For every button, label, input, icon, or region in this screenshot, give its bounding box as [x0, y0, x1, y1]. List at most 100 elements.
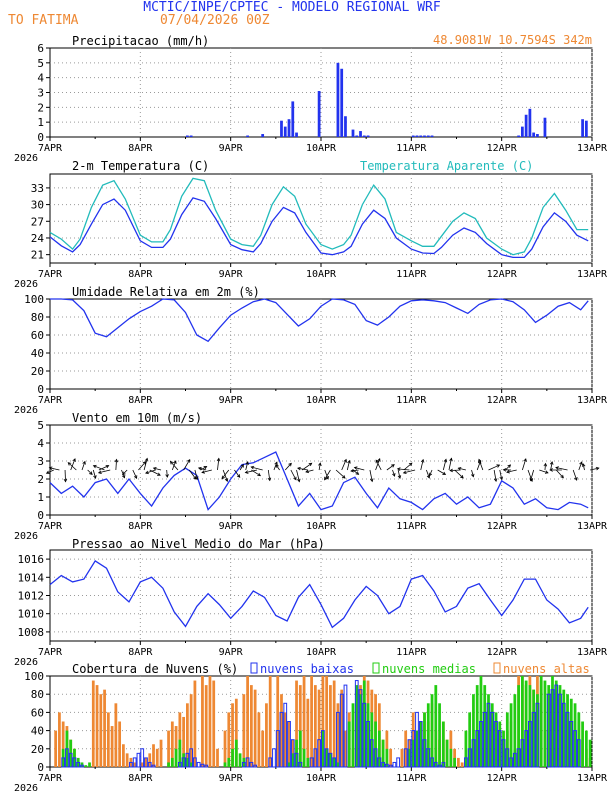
- cloud-bar-nuvens-baixas: [384, 763, 389, 768]
- wind-xtick-label: 9APR: [219, 521, 244, 532]
- cloud-bar-nuvens-medias: [509, 703, 513, 767]
- cloud-bar-nuvens-baixas: [524, 730, 529, 768]
- wind-vector-head: [460, 474, 464, 479]
- cloud-bar-nuvens-altas: [457, 757, 460, 767]
- wind-vector-head: [341, 475, 346, 479]
- wind-vector: [454, 469, 464, 479]
- cloud-bar-nuvens-altas: [227, 712, 231, 767]
- wind-vector-head: [396, 467, 401, 471]
- cloud-bar-nuvens-baixas: [193, 757, 197, 768]
- cloud-bar-nuvens-baixas: [61, 757, 66, 768]
- cloud-bar-nuvens-baixas: [482, 711, 487, 768]
- cloud-bar-nuvens-medias: [547, 685, 551, 767]
- precip-bar: [317, 91, 321, 137]
- cloud-bar-nuvens-medias: [487, 694, 490, 767]
- wind-vector: [429, 469, 433, 476]
- wind-vector-head: [89, 471, 93, 475]
- cloud-bar-nuvens-altas: [287, 721, 291, 767]
- clouds-xtick-label: 7APR: [38, 773, 63, 784]
- cloud-bar-nuvens-baixas: [388, 764, 393, 768]
- wind-vector-head: [122, 471, 126, 476]
- wind-vector-head: [82, 460, 86, 465]
- wind-vector: [273, 462, 278, 471]
- cloud-bar-nuvens-medias: [189, 762, 193, 767]
- wind-vector: [318, 462, 321, 471]
- wind-vector: [506, 469, 517, 473]
- cloud-bar-nuvens-medias: [472, 694, 475, 767]
- precip-bar: [520, 126, 524, 137]
- wind-vector: [98, 469, 111, 474]
- cloud-bar-nuvens-baixas: [471, 739, 476, 768]
- cloud-bar-nuvens-baixas: [535, 702, 540, 768]
- cloud-bar-nuvens-medias: [505, 712, 509, 767]
- wind-vector: [478, 459, 484, 471]
- wind-vector: [471, 469, 474, 477]
- cloud-bar-nuvens-altas: [159, 739, 163, 767]
- wind-vector-head: [144, 457, 149, 462]
- cloud-bar-nuvens-baixas: [512, 752, 517, 768]
- rh-ytick-label: 60: [31, 329, 44, 342]
- wind-vector: [392, 469, 395, 477]
- cloud-bar-nuvens-baixas: [65, 748, 69, 768]
- clouds-xtick-label: 10APR: [306, 773, 337, 784]
- cloud-bar-nuvens-altas: [208, 676, 212, 767]
- cloud-bar-nuvens-altas: [265, 703, 268, 767]
- cloud-bar-nuvens-baixas: [324, 748, 329, 768]
- wind-vector: [354, 467, 365, 471]
- wind-vector: [324, 469, 329, 480]
- cloud-bar-nuvens-medias: [581, 721, 584, 767]
- cloud-bar-nuvens-medias: [182, 753, 185, 767]
- cloud-bar-nuvens-baixas: [415, 711, 419, 768]
- wind-vector-head: [523, 458, 527, 462]
- cloud-bar-nuvens-medias: [377, 730, 381, 767]
- wind-vector-head: [236, 474, 241, 478]
- wind-vector: [505, 464, 511, 471]
- precip-title: Precipitacao (mm/h): [72, 34, 209, 48]
- cloud-bar-nuvens-medias: [483, 685, 487, 767]
- cloud-bar-nuvens-altas: [268, 676, 272, 767]
- cloud-bar-nuvens-baixas: [245, 757, 250, 768]
- wind-vector-head: [267, 477, 272, 482]
- cloud-bar-nuvens-altas: [280, 694, 283, 767]
- wind-vector-head: [478, 458, 482, 463]
- wind-vector-head: [186, 458, 191, 463]
- wind-vector-head: [293, 476, 297, 481]
- wind-vector-head: [305, 469, 310, 474]
- wind-vector-head: [318, 462, 322, 467]
- cloud-bar-nuvens-altas: [344, 730, 347, 767]
- wind-vector-head: [560, 474, 564, 479]
- cloud-bar-nuvens-baixas: [430, 757, 434, 768]
- legend-nuvens-altas: nuvens altas: [503, 662, 590, 676]
- cloud-bar-nuvens-altas: [283, 712, 287, 767]
- wind-vector-head: [244, 470, 249, 474]
- wind-vector-head: [408, 462, 413, 467]
- cloud-bar-nuvens-medias: [291, 753, 295, 767]
- cloud-bar-nuvens-baixas: [80, 764, 84, 768]
- cloud-bar-nuvens-baixas: [181, 757, 186, 768]
- precip-xtick-label: 9APR: [219, 143, 244, 154]
- wind-vector-head: [194, 476, 199, 481]
- cloud-bar-nuvens-baixas: [494, 721, 498, 768]
- cloud-bar-nuvens-baixas: [366, 721, 370, 768]
- cloud-bar-nuvens-medias: [374, 721, 377, 767]
- wind-vector-head: [169, 460, 174, 465]
- wind-vector: [284, 463, 292, 471]
- cloud-bar-nuvens-medias: [325, 748, 329, 767]
- precip-xtick-label: 8APR: [128, 143, 153, 154]
- cloud-bar-nuvens-altas: [242, 694, 246, 767]
- wind-vector-head: [197, 466, 202, 471]
- wind-vector-head: [391, 464, 395, 468]
- legend-swatch-medias: [372, 662, 380, 674]
- wind-vector-head: [402, 470, 407, 475]
- wind-vector-head: [347, 459, 351, 464]
- cloud-bar-nuvens-baixas: [253, 764, 258, 768]
- wind-vector-head: [443, 458, 448, 463]
- precip-bar: [517, 135, 520, 137]
- cloud-bar-nuvens-altas: [201, 676, 204, 767]
- precip-bar: [411, 135, 415, 137]
- wind-vector-head: [549, 461, 554, 465]
- wind-xtick-label: 13APR: [577, 521, 608, 532]
- cloud-bar-nuvens-medias: [528, 685, 532, 767]
- wind-vector-head: [529, 477, 533, 482]
